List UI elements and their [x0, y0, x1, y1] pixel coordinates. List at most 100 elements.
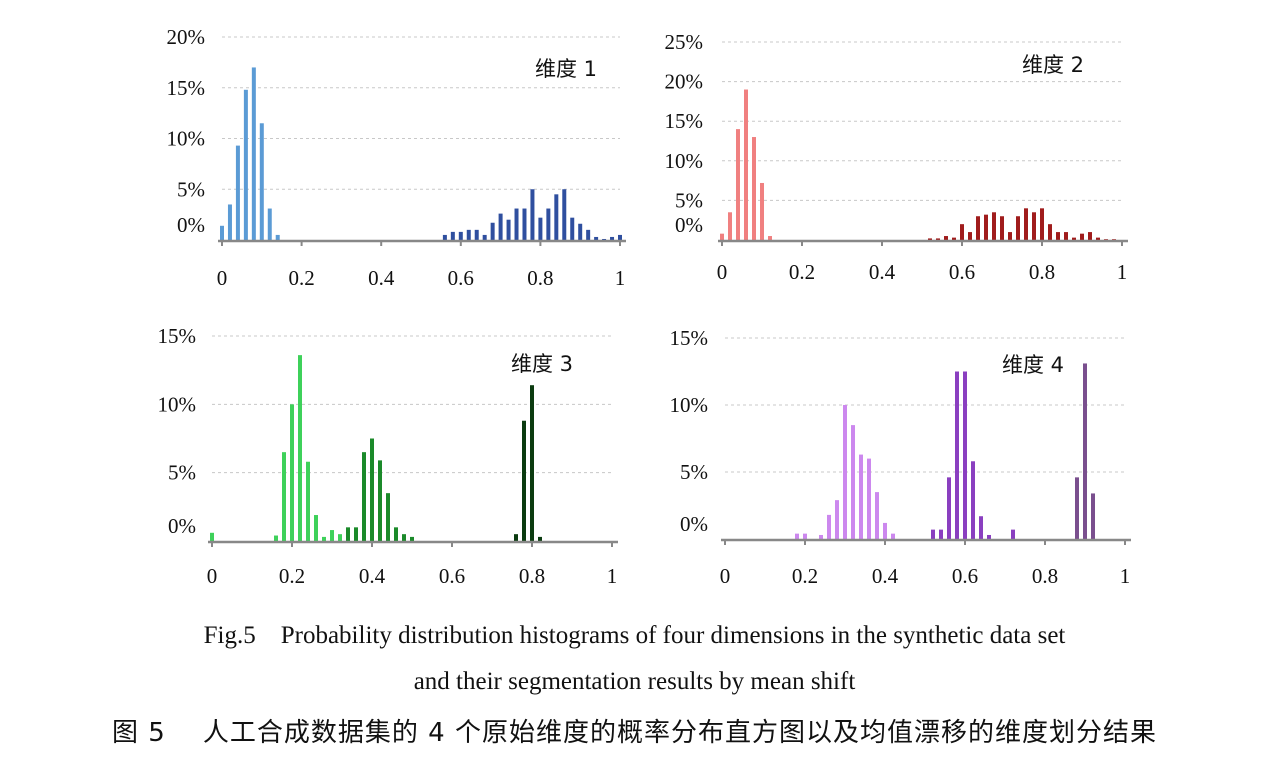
histogram-bar — [939, 529, 943, 539]
histogram-bar — [338, 534, 342, 541]
x-tick-label: 0 — [720, 564, 731, 588]
y-tick-label: 15% — [167, 76, 206, 100]
histogram-bar — [394, 527, 398, 541]
histogram-panel-dimension-4: 0% 5% 10% 15% 0 0.2 0.4 0.6 0.8 1 维度 4 — [670, 326, 1131, 588]
histogram-bar — [530, 189, 535, 240]
histogram-bar — [275, 234, 280, 240]
histogram-bar — [458, 231, 463, 240]
histogram-bar — [306, 461, 310, 541]
histogram-bar — [1088, 232, 1092, 240]
histogram-bar — [378, 460, 382, 541]
histogram-bar — [1091, 493, 1095, 539]
panel-title: 维度 2 — [1022, 53, 1084, 77]
x-tick-label: 0.8 — [1032, 564, 1058, 588]
histogram-bar — [992, 212, 996, 240]
x-tick-label: 1 — [1117, 260, 1128, 284]
y-tick-label: 0% — [177, 213, 205, 237]
histogram-bar — [1000, 216, 1004, 240]
x-tick-label: 0.6 — [952, 564, 978, 588]
histogram-bar — [251, 67, 256, 240]
histogram-bar — [522, 420, 526, 541]
histogram-bar — [370, 438, 374, 541]
histogram-bar — [827, 514, 831, 539]
y-tick-label: 0% — [680, 512, 708, 536]
histogram-bar — [936, 238, 940, 240]
histogram-bar — [362, 452, 366, 541]
histogram-bar — [736, 129, 740, 240]
histogram-bar — [522, 208, 527, 240]
histogram-bar — [410, 536, 414, 541]
histogram-bar — [330, 530, 334, 541]
histogram-bar — [243, 89, 248, 240]
x-tick-label: 0.6 — [949, 260, 975, 284]
histogram-bar — [586, 229, 591, 240]
x-tick-label: 0.2 — [279, 564, 305, 588]
x-tick-label: 0.2 — [792, 564, 818, 588]
histogram-bar — [220, 225, 224, 240]
histogram-bar — [466, 229, 471, 240]
panel-title: 维度 3 — [511, 352, 573, 376]
x-tick-label: 0.4 — [359, 564, 386, 588]
histogram-bar — [546, 208, 551, 240]
histogram-bar — [314, 515, 318, 541]
histogram-bar — [752, 137, 756, 240]
histogram-bar — [1056, 232, 1060, 240]
y-tick-label: 15% — [665, 109, 704, 133]
histogram-bar — [987, 534, 991, 539]
histogram-bar — [290, 404, 294, 541]
histogram-bar — [594, 236, 599, 240]
x-tick-label: 1 — [1120, 564, 1131, 588]
y-tick-label: 0% — [168, 514, 196, 538]
x-tick-label: 0.6 — [448, 266, 474, 290]
histogram-bar — [514, 534, 518, 541]
histogram-bar — [960, 224, 964, 240]
histogram-bar — [227, 204, 232, 240]
x-tick-label: 0.2 — [789, 260, 815, 284]
histogram-bar — [979, 516, 983, 539]
histogram-bar — [562, 189, 567, 240]
histogram-figure: 0%5%10%15%20%0 0.2 0.4 0.6 0.8 1维度 1 0%5%10%1… — [158, 25, 1131, 588]
y-tick-label: 5% — [177, 177, 205, 201]
histogram-bar — [1008, 232, 1012, 240]
histogram-bar — [952, 237, 956, 240]
histogram-bar — [1104, 239, 1108, 240]
x-tick-label: 0.4 — [869, 260, 896, 284]
histogram-bar — [1075, 477, 1079, 539]
caption-english-line-1: Fig.5 Probability distribution histogram… — [203, 622, 1066, 649]
histogram-bar — [859, 454, 863, 539]
histogram-bar — [891, 533, 895, 539]
x-tick-label: 0 — [207, 564, 218, 588]
x-tick-label: 0 — [217, 266, 228, 290]
histogram-bar — [474, 229, 479, 240]
histogram-bar — [538, 536, 542, 541]
histogram-bar — [267, 208, 272, 240]
histogram-bar — [819, 534, 823, 539]
histogram-bar — [450, 231, 455, 240]
histogram-bar — [803, 533, 807, 539]
histogram-bar — [944, 236, 948, 240]
histogram-bar — [968, 232, 972, 240]
histogram-bar — [498, 213, 503, 240]
histogram-bar — [354, 527, 358, 541]
histogram-bar — [570, 217, 575, 240]
histogram-bar — [298, 355, 302, 541]
x-tick-label: 0.4 — [368, 266, 395, 290]
histogram-bar — [720, 233, 724, 240]
y-tick-label: 20% — [665, 70, 704, 94]
histogram-bar — [947, 477, 951, 539]
histogram-bar — [210, 532, 214, 541]
panel-title: 维度 4 — [1002, 353, 1064, 377]
histogram-bar — [843, 405, 847, 539]
caption-chinese: 图 5 人工合成数据集的 4 个原始维度的概率分布直方图以及均值漂移的维度划分结… — [112, 718, 1157, 748]
histogram-bar — [1032, 212, 1036, 240]
y-tick-label: 0% — [675, 213, 703, 237]
histogram-bar — [1024, 208, 1028, 240]
histogram-bar — [235, 145, 240, 240]
histogram-bar — [955, 371, 959, 539]
histogram-panel-dimension-2: 0%5% 10% 15% 20% 25% 0 0.2 0.4 0.6 0.8 1 维度 2 — [665, 30, 1128, 284]
histogram-bar — [1096, 237, 1100, 240]
caption-english-line-2: and their segmentation results by mean s… — [413, 668, 856, 695]
histogram-bar — [976, 216, 980, 240]
histogram-bar — [514, 208, 519, 240]
x-tick-label: 0.8 — [1029, 260, 1055, 284]
